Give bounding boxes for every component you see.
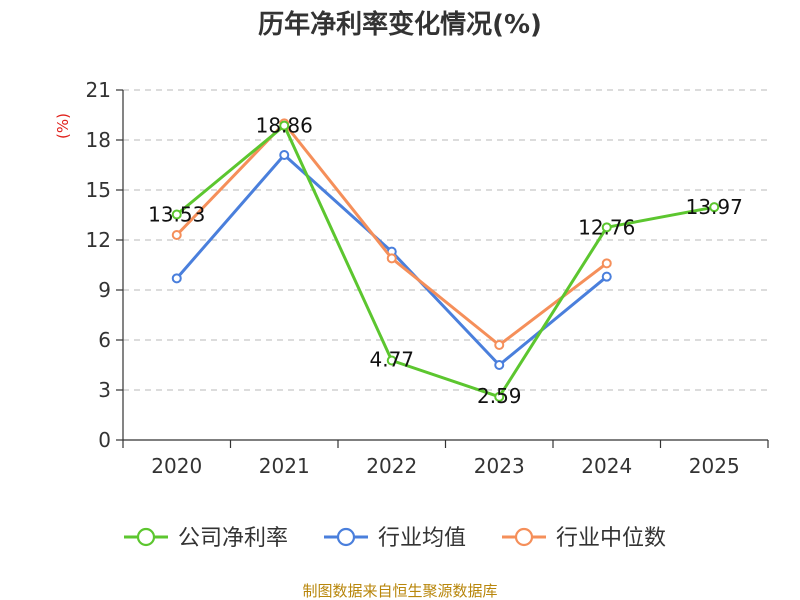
- y-axis-unit-label: (%): [54, 113, 72, 139]
- x-tick-label: 2022: [366, 454, 417, 478]
- data-point: [386, 355, 397, 366]
- y-tick-label: 9: [98, 278, 111, 302]
- x-tick-label: 2024: [581, 454, 632, 478]
- data-point: [171, 230, 182, 240]
- data-point: [494, 340, 505, 350]
- series-1: [171, 150, 612, 370]
- x-tick-label: 2025: [689, 454, 740, 478]
- data-point: [494, 360, 505, 370]
- legend-marker: [136, 527, 156, 547]
- x-tick-label: 2020: [151, 454, 202, 478]
- series-line: [175, 121, 608, 347]
- data-point: [171, 209, 182, 220]
- legend-item[interactable]: 公司净利率: [124, 526, 288, 551]
- series-layer: [171, 118, 720, 402]
- y-tick-label: 3: [98, 378, 111, 402]
- y-tick-label: 12: [86, 228, 111, 252]
- data-label: 18.86: [256, 114, 313, 138]
- data-point: [601, 222, 612, 233]
- data-point: [494, 391, 505, 402]
- data-label: 2.59: [477, 384, 522, 408]
- axis-layer: 0 3 6 9 12 15 18 21 2020 2021 2022 2023 2024 2025: [86, 78, 769, 478]
- y-tick-label: 0: [98, 428, 111, 452]
- data-point: [601, 271, 612, 282]
- data-label: 13.97: [686, 195, 743, 219]
- data-point: [279, 120, 290, 131]
- data-point: [601, 258, 612, 269]
- x-tick-label: 2021: [259, 454, 310, 478]
- legend-label: 行业均值: [378, 526, 466, 551]
- data-label-layer: 13.53 18.86 4.77 2.59 12.76 13.97: [148, 114, 743, 408]
- series-line: [175, 124, 715, 399]
- data-label: 12.76: [578, 215, 635, 239]
- data-point: [171, 273, 182, 284]
- legend-label: 公司净利率: [178, 526, 288, 551]
- data-point: [279, 150, 290, 160]
- legend-marker: [336, 527, 356, 547]
- y-tick-label: 21: [86, 78, 111, 102]
- source-note: 制图数据来自恒生聚源数据库: [302, 582, 497, 600]
- chart-title: 历年净利率变化情况(%): [258, 9, 542, 40]
- x-tick-label: 2023: [474, 454, 525, 478]
- legend-item[interactable]: 行业均值: [324, 526, 466, 551]
- data-label: 13.53: [148, 203, 205, 227]
- grid-layer: [123, 89, 768, 391]
- data-label: 4.77: [369, 348, 414, 372]
- y-tick-label: 6: [98, 328, 111, 352]
- legend-marker: [514, 527, 534, 547]
- y-tick-label: 18: [86, 128, 111, 152]
- legend: 公司净利率 行业均值 行业中位数: [124, 526, 666, 551]
- y-tick-label: 15: [86, 178, 111, 202]
- series-0: [171, 120, 720, 402]
- series-2: [171, 118, 612, 350]
- data-point: [386, 253, 397, 264]
- legend-label: 行业中位数: [556, 526, 666, 551]
- data-point: [709, 202, 720, 213]
- legend-item[interactable]: 行业中位数: [502, 526, 666, 551]
